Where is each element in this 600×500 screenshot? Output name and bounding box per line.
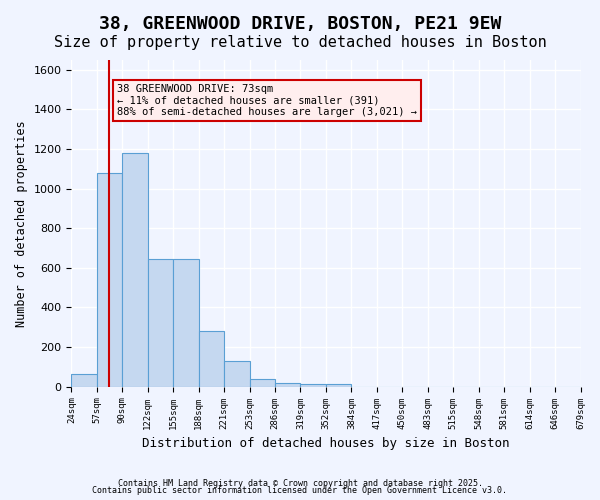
Text: Contains HM Land Registry data © Crown copyright and database right 2025.: Contains HM Land Registry data © Crown c… [118,478,482,488]
Text: Contains public sector information licensed under the Open Government Licence v3: Contains public sector information licen… [92,486,508,495]
Bar [97,173,122,386]
Bar [275,382,301,386]
Text: Size of property relative to detached houses in Boston: Size of property relative to detached ho… [53,35,547,50]
Bar [199,332,224,386]
X-axis label: Distribution of detached houses by size in Boston: Distribution of detached houses by size … [142,437,510,450]
Bar [250,379,275,386]
Text: 38, GREENWOOD DRIVE, BOSTON, PE21 9EW: 38, GREENWOOD DRIVE, BOSTON, PE21 9EW [99,15,501,33]
Bar [301,384,326,386]
Bar [148,259,173,386]
Text: 38 GREENWOOD DRIVE: 73sqm
← 11% of detached houses are smaller (391)
88% of semi: 38 GREENWOOD DRIVE: 73sqm ← 11% of detac… [117,84,417,117]
Y-axis label: Number of detached properties: Number of detached properties [15,120,28,326]
Bar [173,259,199,386]
Bar [326,384,352,386]
Bar [122,153,148,386]
Bar [71,374,97,386]
Bar [224,361,250,386]
